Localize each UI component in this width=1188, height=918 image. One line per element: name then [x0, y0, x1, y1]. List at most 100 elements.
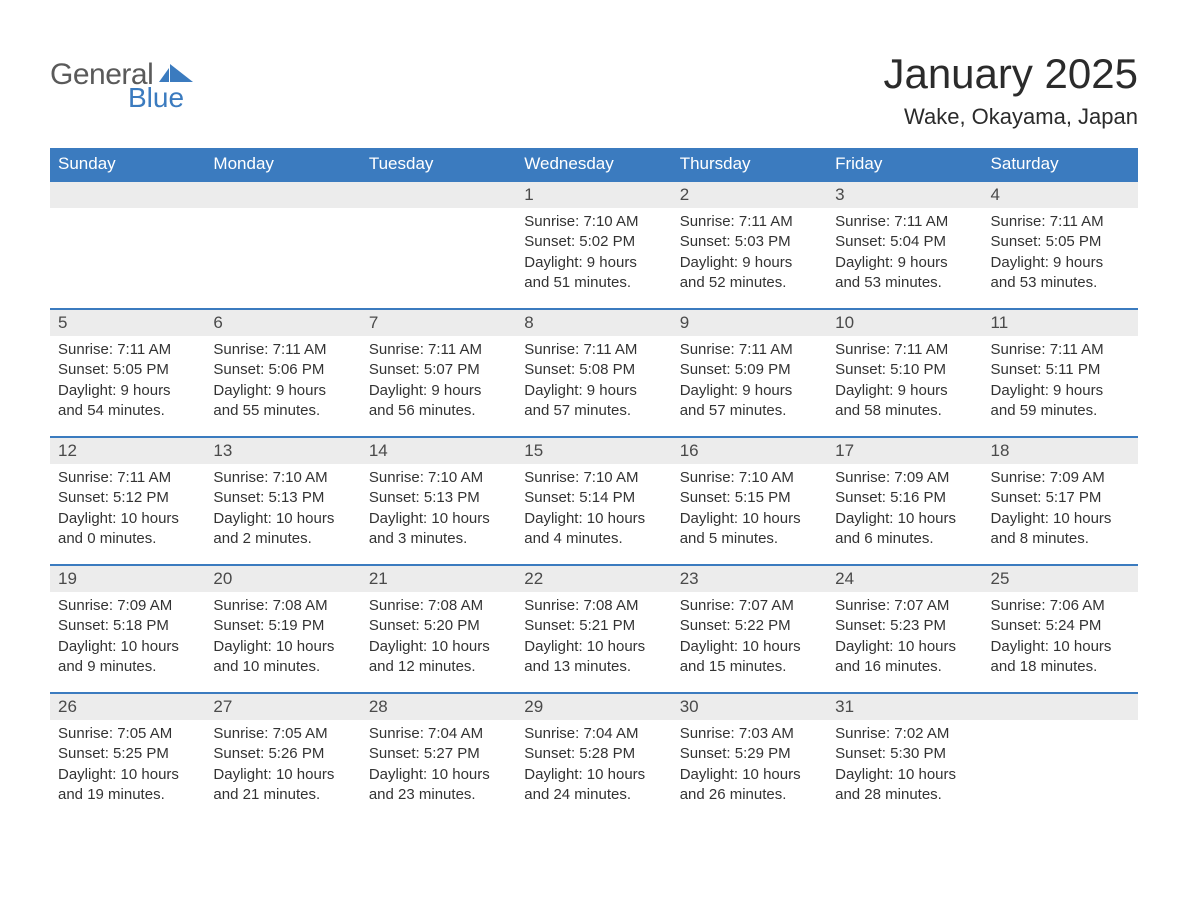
- day-details: [983, 720, 1138, 732]
- day-details: Sunrise: 7:11 AMSunset: 5:05 PMDaylight:…: [50, 336, 205, 429]
- day-number: 21: [361, 566, 516, 592]
- day-number: [361, 182, 516, 208]
- calendar-day-cell: 12Sunrise: 7:11 AMSunset: 5:12 PMDayligh…: [50, 437, 205, 565]
- day-number: 6: [205, 310, 360, 336]
- day-details: Sunrise: 7:11 AMSunset: 5:10 PMDaylight:…: [827, 336, 982, 429]
- day-number: 11: [983, 310, 1138, 336]
- calendar-day-cell: 24Sunrise: 7:07 AMSunset: 5:23 PMDayligh…: [827, 565, 982, 693]
- weekday-header: Wednesday: [516, 148, 671, 181]
- calendar-day-cell: 13Sunrise: 7:10 AMSunset: 5:13 PMDayligh…: [205, 437, 360, 565]
- day-details: Sunrise: 7:10 AMSunset: 5:13 PMDaylight:…: [205, 464, 360, 557]
- day-details: Sunrise: 7:11 AMSunset: 5:04 PMDaylight:…: [827, 208, 982, 301]
- day-number: 18: [983, 438, 1138, 464]
- calendar-day-cell: 19Sunrise: 7:09 AMSunset: 5:18 PMDayligh…: [50, 565, 205, 693]
- day-number: 27: [205, 694, 360, 720]
- day-number: 8: [516, 310, 671, 336]
- day-details: Sunrise: 7:07 AMSunset: 5:22 PMDaylight:…: [672, 592, 827, 685]
- calendar-day-cell: 30Sunrise: 7:03 AMSunset: 5:29 PMDayligh…: [672, 693, 827, 821]
- day-details: [205, 208, 360, 220]
- calendar-day-cell: 8Sunrise: 7:11 AMSunset: 5:08 PMDaylight…: [516, 309, 671, 437]
- day-details: Sunrise: 7:06 AMSunset: 5:24 PMDaylight:…: [983, 592, 1138, 685]
- day-details: Sunrise: 7:11 AMSunset: 5:11 PMDaylight:…: [983, 336, 1138, 429]
- day-number: 30: [672, 694, 827, 720]
- weekday-header: Tuesday: [361, 148, 516, 181]
- calendar-day-cell: 31Sunrise: 7:02 AMSunset: 5:30 PMDayligh…: [827, 693, 982, 821]
- weekday-header: Friday: [827, 148, 982, 181]
- calendar-day-cell: 20Sunrise: 7:08 AMSunset: 5:19 PMDayligh…: [205, 565, 360, 693]
- calendar-day-cell: 11Sunrise: 7:11 AMSunset: 5:11 PMDayligh…: [983, 309, 1138, 437]
- day-number: [50, 182, 205, 208]
- calendar-day-cell: 7Sunrise: 7:11 AMSunset: 5:07 PMDaylight…: [361, 309, 516, 437]
- calendar-empty-cell: [983, 693, 1138, 821]
- day-number: 7: [361, 310, 516, 336]
- day-details: Sunrise: 7:11 AMSunset: 5:09 PMDaylight:…: [672, 336, 827, 429]
- day-number: 25: [983, 566, 1138, 592]
- day-details: Sunrise: 7:10 AMSunset: 5:15 PMDaylight:…: [672, 464, 827, 557]
- calendar-day-cell: 27Sunrise: 7:05 AMSunset: 5:26 PMDayligh…: [205, 693, 360, 821]
- day-details: Sunrise: 7:11 AMSunset: 5:08 PMDaylight:…: [516, 336, 671, 429]
- calendar-empty-cell: [205, 181, 360, 309]
- page-header: General Blue January 2025 Wake, Okayama,…: [50, 50, 1138, 130]
- calendar-day-cell: 17Sunrise: 7:09 AMSunset: 5:16 PMDayligh…: [827, 437, 982, 565]
- calendar-day-cell: 2Sunrise: 7:11 AMSunset: 5:03 PMDaylight…: [672, 181, 827, 309]
- day-details: Sunrise: 7:10 AMSunset: 5:14 PMDaylight:…: [516, 464, 671, 557]
- day-number: 26: [50, 694, 205, 720]
- day-number: 3: [827, 182, 982, 208]
- day-number: 17: [827, 438, 982, 464]
- day-details: Sunrise: 7:05 AMSunset: 5:26 PMDaylight:…: [205, 720, 360, 813]
- calendar-day-cell: 1Sunrise: 7:10 AMSunset: 5:02 PMDaylight…: [516, 181, 671, 309]
- calendar-week-row: 26Sunrise: 7:05 AMSunset: 5:25 PMDayligh…: [50, 693, 1138, 821]
- day-details: Sunrise: 7:08 AMSunset: 5:20 PMDaylight:…: [361, 592, 516, 685]
- day-details: Sunrise: 7:02 AMSunset: 5:30 PMDaylight:…: [827, 720, 982, 813]
- calendar-day-cell: 4Sunrise: 7:11 AMSunset: 5:05 PMDaylight…: [983, 181, 1138, 309]
- weekday-header-row: SundayMondayTuesdayWednesdayThursdayFrid…: [50, 148, 1138, 181]
- calendar-week-row: 5Sunrise: 7:11 AMSunset: 5:05 PMDaylight…: [50, 309, 1138, 437]
- day-number: [205, 182, 360, 208]
- day-number: 19: [50, 566, 205, 592]
- day-number: 2: [672, 182, 827, 208]
- day-details: Sunrise: 7:11 AMSunset: 5:06 PMDaylight:…: [205, 336, 360, 429]
- weekday-header: Saturday: [983, 148, 1138, 181]
- calendar-day-cell: 6Sunrise: 7:11 AMSunset: 5:06 PMDaylight…: [205, 309, 360, 437]
- day-details: Sunrise: 7:03 AMSunset: 5:29 PMDaylight:…: [672, 720, 827, 813]
- calendar-day-cell: 9Sunrise: 7:11 AMSunset: 5:09 PMDaylight…: [672, 309, 827, 437]
- day-number: 20: [205, 566, 360, 592]
- day-details: Sunrise: 7:08 AMSunset: 5:19 PMDaylight:…: [205, 592, 360, 685]
- day-details: Sunrise: 7:11 AMSunset: 5:03 PMDaylight:…: [672, 208, 827, 301]
- calendar-day-cell: 28Sunrise: 7:04 AMSunset: 5:27 PMDayligh…: [361, 693, 516, 821]
- weekday-header: Monday: [205, 148, 360, 181]
- calendar-day-cell: 26Sunrise: 7:05 AMSunset: 5:25 PMDayligh…: [50, 693, 205, 821]
- calendar-week-row: 12Sunrise: 7:11 AMSunset: 5:12 PMDayligh…: [50, 437, 1138, 565]
- day-details: Sunrise: 7:09 AMSunset: 5:17 PMDaylight:…: [983, 464, 1138, 557]
- calendar-empty-cell: [50, 181, 205, 309]
- day-number: 4: [983, 182, 1138, 208]
- day-details: Sunrise: 7:08 AMSunset: 5:21 PMDaylight:…: [516, 592, 671, 685]
- calendar-day-cell: 14Sunrise: 7:10 AMSunset: 5:13 PMDayligh…: [361, 437, 516, 565]
- day-number: 1: [516, 182, 671, 208]
- calendar-day-cell: 21Sunrise: 7:08 AMSunset: 5:20 PMDayligh…: [361, 565, 516, 693]
- title-block: January 2025 Wake, Okayama, Japan: [883, 50, 1138, 130]
- calendar-day-cell: 3Sunrise: 7:11 AMSunset: 5:04 PMDaylight…: [827, 181, 982, 309]
- brand-logo: General Blue: [50, 50, 195, 114]
- calendar-day-cell: 10Sunrise: 7:11 AMSunset: 5:10 PMDayligh…: [827, 309, 982, 437]
- weekday-header: Sunday: [50, 148, 205, 181]
- calendar-day-cell: 5Sunrise: 7:11 AMSunset: 5:05 PMDaylight…: [50, 309, 205, 437]
- day-details: Sunrise: 7:04 AMSunset: 5:28 PMDaylight:…: [516, 720, 671, 813]
- day-details: Sunrise: 7:10 AMSunset: 5:02 PMDaylight:…: [516, 208, 671, 301]
- calendar-day-cell: 29Sunrise: 7:04 AMSunset: 5:28 PMDayligh…: [516, 693, 671, 821]
- calendar-table: SundayMondayTuesdayWednesdayThursdayFrid…: [50, 148, 1138, 821]
- calendar-empty-cell: [361, 181, 516, 309]
- day-details: Sunrise: 7:11 AMSunset: 5:07 PMDaylight:…: [361, 336, 516, 429]
- day-number: 31: [827, 694, 982, 720]
- calendar-day-cell: 16Sunrise: 7:10 AMSunset: 5:15 PMDayligh…: [672, 437, 827, 565]
- day-details: Sunrise: 7:04 AMSunset: 5:27 PMDaylight:…: [361, 720, 516, 813]
- day-number: 16: [672, 438, 827, 464]
- day-number: 9: [672, 310, 827, 336]
- weekday-header: Thursday: [672, 148, 827, 181]
- brand-text-blue: Blue: [128, 82, 184, 114]
- day-details: Sunrise: 7:11 AMSunset: 5:12 PMDaylight:…: [50, 464, 205, 557]
- day-details: Sunrise: 7:07 AMSunset: 5:23 PMDaylight:…: [827, 592, 982, 685]
- month-title: January 2025: [883, 50, 1138, 98]
- day-number: 29: [516, 694, 671, 720]
- calendar-day-cell: 25Sunrise: 7:06 AMSunset: 5:24 PMDayligh…: [983, 565, 1138, 693]
